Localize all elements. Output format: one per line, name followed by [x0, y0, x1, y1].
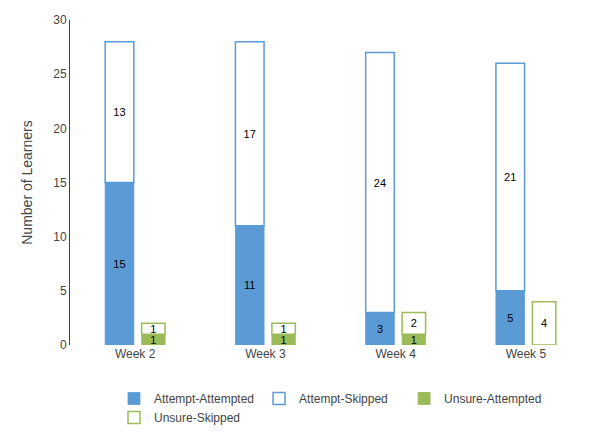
svg-text:Week 2: Week 2 — [115, 347, 156, 361]
svg-text:Attempt-Attempted: Attempt-Attempted — [154, 392, 254, 406]
svg-text:17: 17 — [244, 128, 256, 140]
svg-text:1: 1 — [281, 323, 287, 335]
svg-text:Attempt-Skipped: Attempt-Skipped — [299, 392, 388, 406]
svg-text:20: 20 — [53, 122, 67, 136]
svg-text:11: 11 — [244, 279, 255, 291]
svg-text:0: 0 — [60, 338, 67, 352]
svg-text:5: 5 — [507, 312, 513, 324]
svg-text:Unsure-Skipped: Unsure-Skipped — [154, 411, 240, 425]
svg-text:5: 5 — [60, 284, 67, 298]
svg-text:24: 24 — [374, 177, 386, 189]
svg-text:Number of Learners: Number of Learners — [19, 120, 35, 245]
svg-text:1: 1 — [150, 334, 156, 346]
svg-text:10: 10 — [53, 230, 67, 244]
svg-text:15: 15 — [113, 258, 125, 270]
svg-text:3: 3 — [377, 323, 383, 335]
svg-text:1: 1 — [411, 334, 417, 346]
svg-text:Week 3: Week 3 — [245, 347, 286, 361]
svg-text:21: 21 — [504, 171, 516, 183]
svg-text:25: 25 — [53, 67, 67, 81]
svg-text:13: 13 — [113, 106, 125, 118]
svg-text:30: 30 — [53, 13, 67, 27]
svg-text:2: 2 — [411, 317, 417, 329]
svg-text:Unsure-Attempted: Unsure-Attempted — [444, 392, 541, 406]
svg-text:1: 1 — [150, 323, 156, 335]
svg-text:Week 5: Week 5 — [506, 347, 547, 361]
svg-text:15: 15 — [53, 176, 67, 190]
svg-text:Week 4: Week 4 — [375, 347, 416, 361]
svg-text:4: 4 — [541, 317, 547, 329]
svg-text:1: 1 — [281, 334, 287, 346]
